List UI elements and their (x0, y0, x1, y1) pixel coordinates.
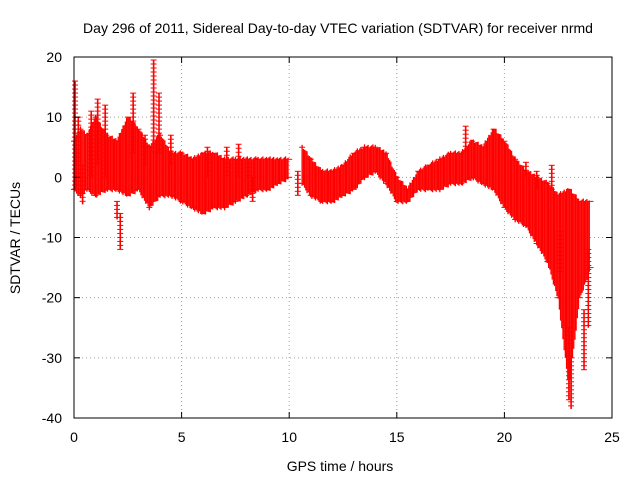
y-tick-label: -20 (42, 290, 62, 306)
grid-lines (74, 57, 612, 418)
x-tick-label: 15 (389, 429, 405, 445)
x-tick-label: 10 (281, 429, 297, 445)
y-axis-tick-labels: -40 -30 -20 -10 0 10 20 (42, 49, 62, 426)
x-tick-label: 5 (178, 429, 186, 445)
y-tick-label: 10 (46, 109, 62, 125)
x-tick-label: 25 (604, 429, 620, 445)
y-tick-label: -10 (42, 230, 62, 246)
x-axis-tick-labels: 0 5 10 15 20 25 (70, 429, 620, 445)
axis-ticks (73, 56, 613, 419)
data-series-sdtvar (71, 59, 594, 409)
y-tick-label: -40 (42, 410, 62, 426)
x-axis-label: GPS time / hours (287, 458, 394, 474)
chart-title: Day 296 of 2011, Sidereal Day-to-day VTE… (83, 20, 593, 36)
x-tick-label: 0 (70, 429, 78, 445)
y-tick-label: 20 (46, 49, 62, 65)
y-tick-label: -30 (42, 350, 62, 366)
x-tick-label: 20 (497, 429, 513, 445)
y-tick-label: 0 (54, 169, 62, 185)
y-axis-label: SDTVAR / TECUs (7, 182, 23, 294)
